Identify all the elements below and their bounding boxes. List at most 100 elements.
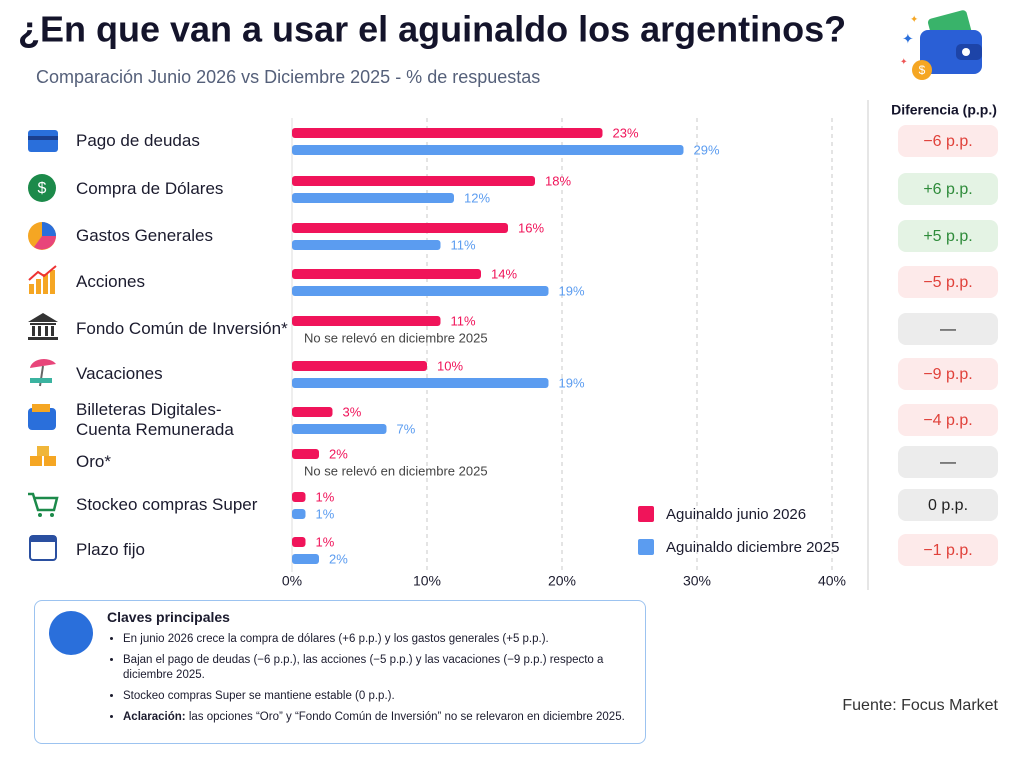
bar	[292, 509, 306, 519]
key-points: Claves principales En junio 2026 crece l…	[34, 600, 646, 744]
value-label: 19%	[559, 375, 585, 390]
difference-label: +5 p.p.	[923, 228, 972, 245]
difference-label: −5 p.p.	[923, 274, 972, 291]
no-data-label: No se relevó en diciembre 2025	[304, 330, 488, 345]
source: Fuente: Focus Market	[842, 697, 998, 714]
bar	[292, 128, 603, 138]
key-item-bold: Aclaración:	[123, 711, 186, 723]
difference-pill	[898, 489, 998, 521]
value-label: 11%	[451, 313, 476, 328]
value-label: 29%	[694, 142, 720, 157]
bar	[292, 316, 441, 326]
difference-label: −6 p.p.	[923, 133, 972, 150]
bar	[292, 378, 549, 388]
bar	[292, 145, 684, 155]
value-label: 23%	[613, 125, 639, 140]
svg-text:✦: ✦	[910, 15, 918, 26]
bar	[292, 176, 535, 186]
key-item: Bajan el pago de deudas (−6 p.p.), las a…	[123, 653, 643, 683]
legend-swatch	[638, 539, 654, 555]
difference-pill	[898, 173, 998, 205]
bar	[292, 554, 319, 564]
bar	[292, 407, 333, 417]
category-label: Compra de Dólares	[76, 179, 224, 198]
key-list: En junio 2026 crece la compra de dólares…	[107, 629, 643, 731]
difference-label: —	[940, 321, 956, 338]
difference-pill	[898, 534, 998, 566]
legend-label: Aguinaldo junio 2026	[666, 506, 806, 523]
difference-label: —	[940, 454, 956, 471]
bar	[292, 361, 427, 371]
key-item-text: Stockeo compras Super se mantiene establ…	[123, 690, 395, 702]
category-label: Plazo fijo	[76, 540, 145, 559]
x-tick-label: 40%	[818, 573, 846, 589]
value-label: 11%	[451, 237, 476, 252]
value-label: 2%	[329, 446, 348, 461]
key-item: Stockeo compras Super se mantiene establ…	[123, 689, 643, 704]
svg-text:$: $	[919, 63, 926, 77]
bar	[292, 449, 319, 459]
lightbulb-icon	[49, 611, 93, 655]
difference-pill	[898, 446, 998, 478]
key-item-text: las opciones “Oro” y “Fondo Común de Inv…	[188, 711, 625, 723]
key-item: En junio 2026 crece la compra de dólares…	[123, 632, 643, 647]
category-label: Oro*	[76, 452, 111, 471]
category-label: Gastos Generales	[76, 226, 214, 245]
bar	[292, 193, 454, 203]
bar	[292, 286, 549, 296]
value-label: 1%	[316, 534, 335, 549]
category-label: Stockeo compras Super	[76, 495, 258, 514]
difference-label: +6 p.p.	[923, 181, 972, 198]
chart-title: ¿En que van a usar el aguinaldo los arge…	[18, 9, 846, 50]
svg-text:✦: ✦	[900, 56, 908, 66]
legend-swatch	[638, 506, 654, 522]
bar	[292, 537, 306, 547]
key-item-text: Bajan el pago de deudas (−6 p.p.), las a…	[123, 654, 604, 681]
difference-label: −4 p.p.	[923, 412, 972, 429]
x-tick-label: 30%	[683, 573, 711, 589]
value-label: 7%	[397, 421, 416, 436]
value-label: 12%	[464, 190, 490, 205]
bar	[292, 223, 508, 233]
value-label: 3%	[343, 404, 362, 419]
svg-text:$: $	[38, 180, 47, 197]
category-icons: $	[28, 130, 59, 561]
value-label: 10%	[437, 358, 463, 373]
no-data-label: No se relevó en diciembre 2025	[304, 463, 488, 478]
value-label: 2%	[329, 551, 348, 566]
category-label: Pago de deudas	[76, 131, 200, 150]
x-tick-label: 20%	[548, 573, 576, 589]
bar	[292, 269, 481, 279]
difference-label: −1 p.p.	[923, 542, 972, 559]
value-label: 1%	[316, 489, 335, 504]
bar	[292, 240, 441, 250]
difference-title: Diferencia (p.p.)	[891, 102, 997, 118]
category-label: Billeteras Digitales- Cuenta Remunerada	[76, 400, 234, 439]
difference-pill	[898, 404, 998, 436]
difference-pill	[898, 220, 998, 252]
value-label: 1%	[316, 506, 335, 521]
difference-pill	[898, 266, 998, 298]
value-label: 14%	[491, 266, 517, 281]
difference-pill	[898, 125, 998, 157]
category-label: Vacaciones	[76, 364, 163, 383]
bar	[292, 492, 306, 502]
difference-pill	[898, 358, 998, 390]
difference-pill	[898, 313, 998, 345]
key-item: Aclaración: las opciones “Oro” y “Fondo …	[123, 710, 643, 725]
difference-label: −9 p.p.	[923, 366, 972, 383]
difference-label: 0 p.p.	[928, 497, 968, 514]
wallet-icon: $ ✦ ✦ ✦	[900, 10, 982, 80]
chart-subtitle: Comparación Junio 2026 vs Diciembre 2025…	[36, 67, 540, 87]
category-label: Fondo Común de Inversión*	[76, 319, 288, 338]
bar	[292, 424, 387, 434]
key-item-text: En junio 2026 crece la compra de dólares…	[123, 633, 549, 645]
legend-label: Aguinaldo diciembre 2025	[666, 539, 839, 556]
category-label: Acciones	[76, 272, 145, 291]
x-tick-label: 10%	[413, 573, 441, 589]
value-label: 18%	[545, 173, 571, 188]
key-title: Claves principales	[107, 609, 230, 625]
value-label: 16%	[518, 220, 544, 235]
